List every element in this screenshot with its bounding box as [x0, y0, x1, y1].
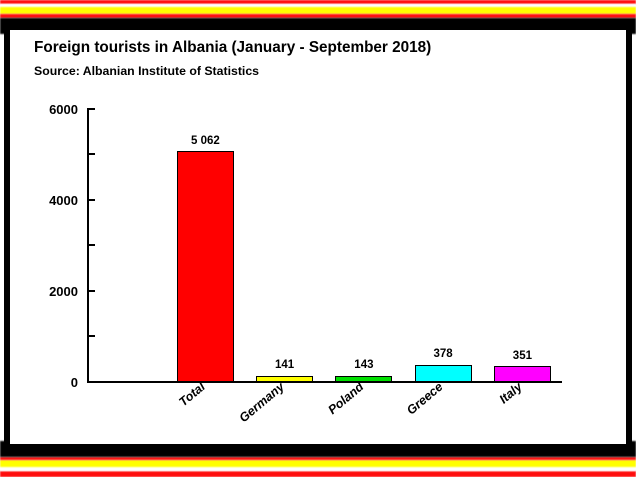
svg-text:Italy: Italy	[497, 379, 526, 406]
svg-text:Poland: Poland	[325, 379, 366, 417]
svg-text:Total: Total	[176, 379, 208, 409]
svg-text:Germany: Germany	[237, 379, 288, 425]
svg-text:Greece: Greece	[404, 380, 446, 418]
